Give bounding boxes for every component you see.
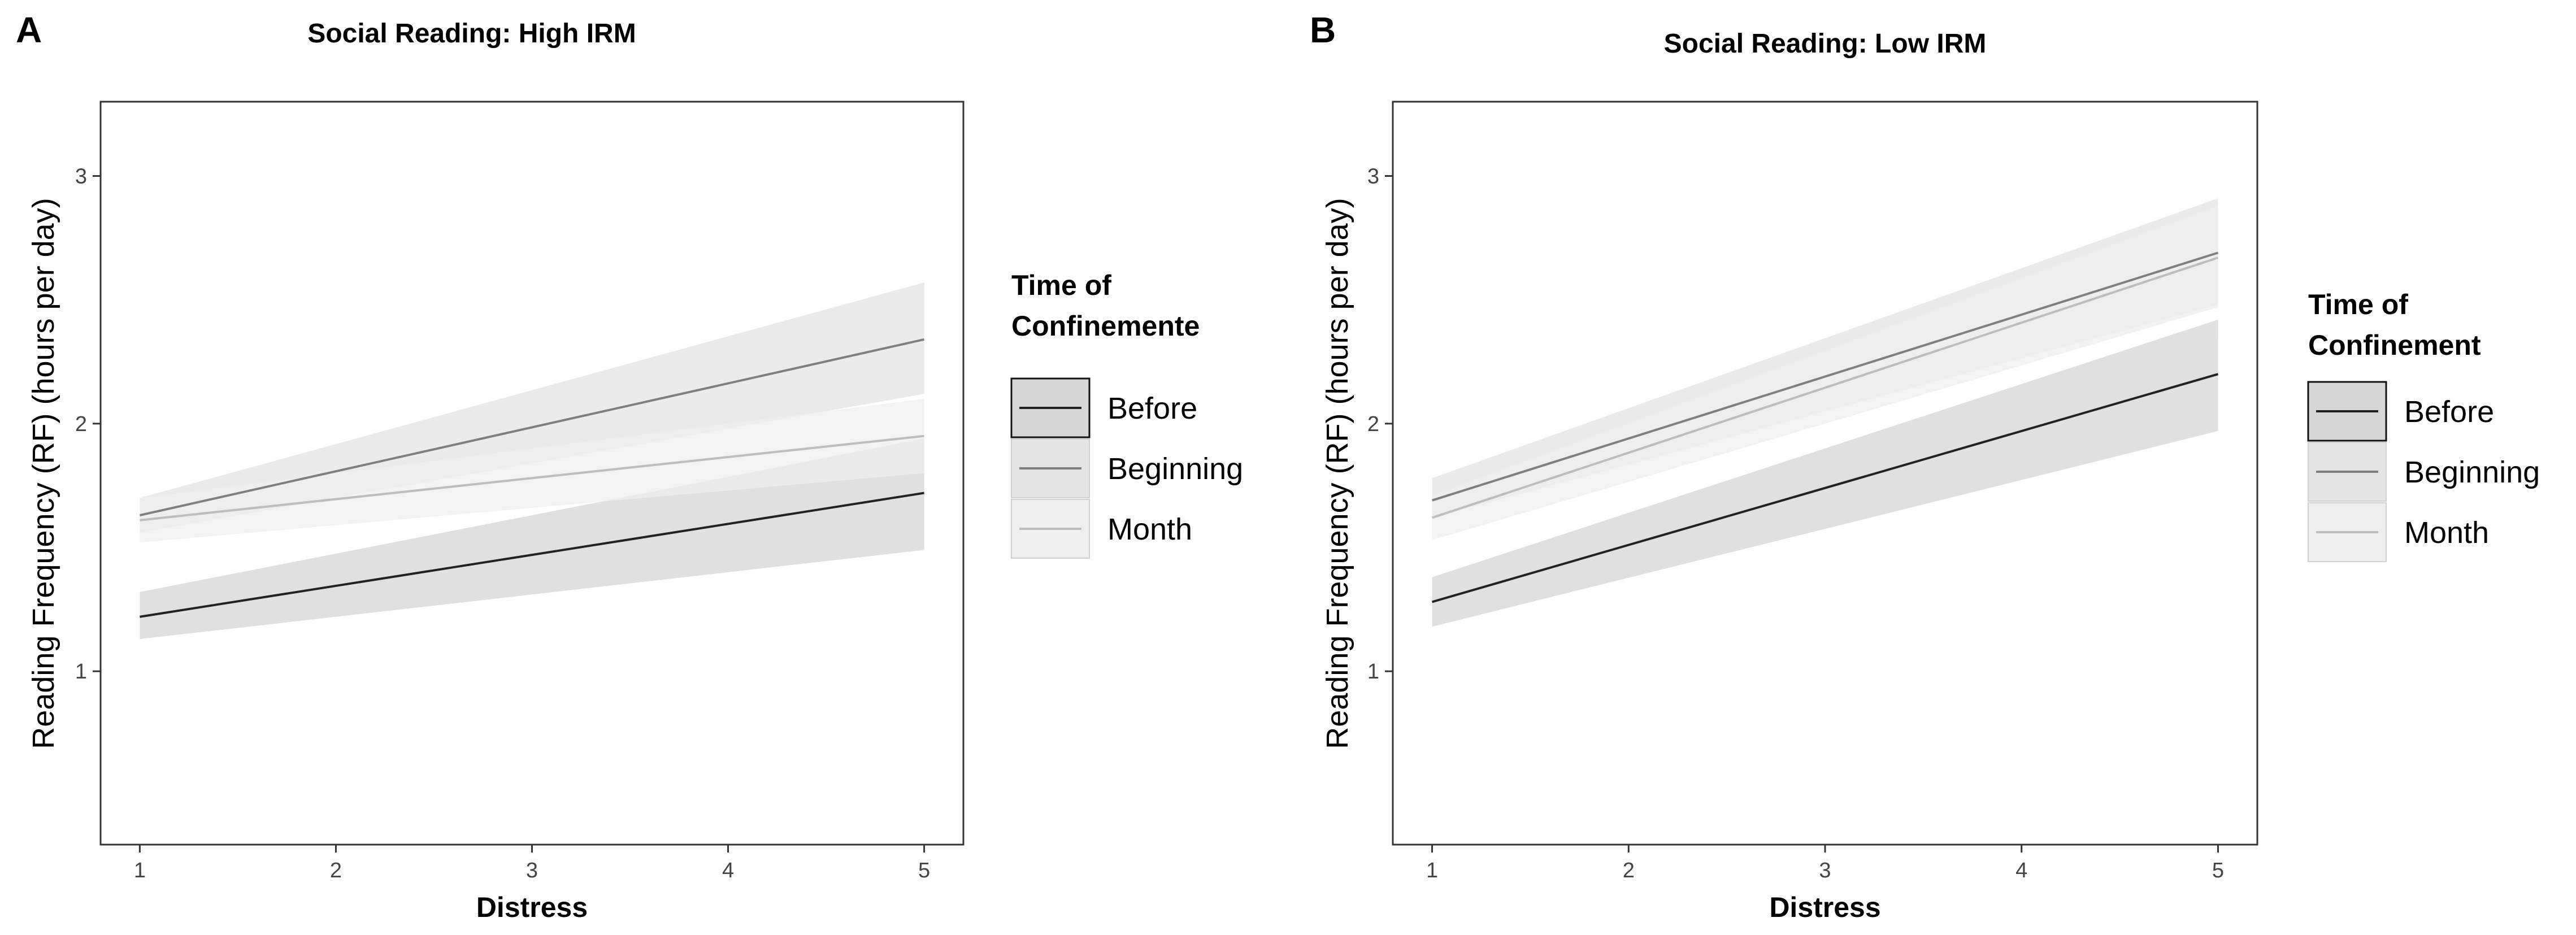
series-line-month bbox=[1431, 256, 2219, 519]
confidence-band-beginning bbox=[140, 282, 924, 533]
series-line-before bbox=[140, 492, 924, 618]
y-axis-label: Reading Frequency (RF) (hours per day) bbox=[1320, 198, 1354, 749]
legend: Time of Confinement Before Beginning Month bbox=[2307, 289, 2540, 562]
x-tick-label: 3 bbox=[526, 859, 538, 882]
x-tick-label: 4 bbox=[722, 859, 734, 882]
legend-label-month: Month bbox=[2404, 516, 2489, 550]
x-tick-label: 3 bbox=[1819, 859, 1831, 882]
legend-title-line: Confinemente bbox=[1011, 310, 1200, 342]
confidence-band-month bbox=[140, 399, 924, 543]
chart-a: A Social Reading: High IRM 1 2 3 4 5 1 2 3 Distres… bbox=[16, 10, 1243, 923]
legend-title-line: Confinement bbox=[2308, 329, 2481, 361]
y-tick-label: 3 bbox=[1367, 165, 1379, 189]
chart-title: Social Reading: Low IRM bbox=[1664, 29, 1987, 59]
legend-label-before: Before bbox=[1107, 392, 1197, 425]
x-axis-label: Distress bbox=[1769, 891, 1880, 923]
y-tick-label: 1 bbox=[1367, 660, 1379, 684]
chart-title: Social Reading: High IRM bbox=[307, 19, 636, 49]
series-line-beginning bbox=[139, 338, 925, 516]
series-line-beginning bbox=[1431, 251, 2219, 502]
x-tick-label: 2 bbox=[330, 859, 342, 882]
x-tick-label: 5 bbox=[918, 859, 930, 882]
y-tick-label: 1 bbox=[75, 660, 87, 684]
panel-a: A Social Reading: High IRM 1 2 3 4 5 1 2 3 Distres… bbox=[0, 0, 1283, 935]
legend-label-before: Before bbox=[2404, 395, 2494, 429]
legend-label-beginning: Beginning bbox=[2404, 455, 2540, 489]
x-tick-label: 4 bbox=[2015, 859, 2027, 882]
x-tick-label: 1 bbox=[1426, 859, 1438, 882]
x-axis-label: Distress bbox=[476, 891, 588, 923]
legend-label-beginning: Beginning bbox=[1107, 452, 1243, 486]
panel-label: B bbox=[1310, 10, 1336, 50]
confidence-band-month bbox=[1432, 206, 2218, 540]
confidence-band-before bbox=[1432, 319, 2218, 627]
panel-label: A bbox=[16, 10, 42, 50]
y-tick-label: 3 bbox=[75, 165, 87, 189]
x-tick-label: 1 bbox=[134, 859, 146, 882]
panel-b: B Social Reading: Low IRM 1 2 3 4 5 1 2 3 Distress… bbox=[1294, 0, 2576, 935]
series-line-before bbox=[1431, 373, 2219, 603]
legend: Time of Confinemente Before Beginning Month bbox=[1010, 269, 1243, 559]
legend-title-line: Time of bbox=[2308, 289, 2408, 320]
chart-b: B Social Reading: Low IRM 1 2 3 4 5 1 2 3 Distress… bbox=[1310, 10, 2540, 923]
legend-title-line: Time of bbox=[1011, 269, 1111, 301]
y-tick-label: 2 bbox=[1367, 412, 1379, 436]
x-tick-label: 2 bbox=[1623, 859, 1635, 882]
y-tick-label: 2 bbox=[75, 412, 87, 436]
x-tick-label: 5 bbox=[2212, 859, 2224, 882]
y-axis-label: Reading Frequency (RF) (hours per day) bbox=[27, 198, 60, 749]
series-line-month bbox=[140, 434, 924, 521]
legend-label-month: Month bbox=[1107, 512, 1192, 546]
